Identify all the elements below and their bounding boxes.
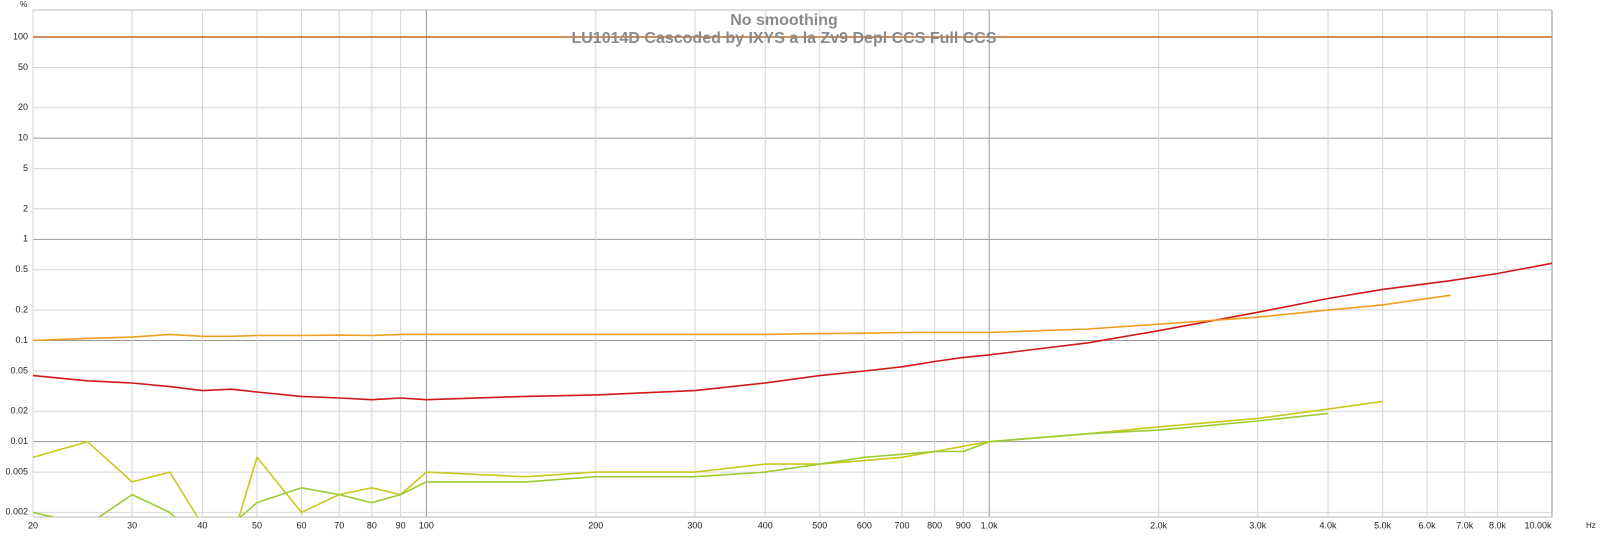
x-tick-label: 5.0k <box>1374 520 1392 530</box>
x-tick-label: 300 <box>687 520 702 530</box>
y-tick-label: 1 <box>23 234 28 244</box>
x-tick-label: 600 <box>857 520 872 530</box>
y-tick-label: 0.005 <box>5 466 28 476</box>
x-tick-label: 700 <box>894 520 909 530</box>
x-tick-label: 1.0k <box>981 520 999 530</box>
x-tick-label: 20 <box>28 520 38 530</box>
series-line <box>33 294 1451 342</box>
x-tick-label: 60 <box>297 520 307 530</box>
y-tick-label: 0.02 <box>10 406 28 416</box>
series <box>33 36 1552 517</box>
x-tick-label: 2.0k <box>1150 520 1168 530</box>
series-line <box>33 262 1552 401</box>
x-tick-label: 100 <box>419 520 434 530</box>
grid <box>32 10 1553 517</box>
x-unit: Hz <box>1586 521 1596 530</box>
x-tick-label: 90 <box>396 520 406 530</box>
y-tick-label: 5 <box>23 163 28 173</box>
x-tick-label: 8.0k <box>1489 520 1507 530</box>
series-line <box>33 412 1329 517</box>
x-tick-label: 30 <box>127 520 137 530</box>
x-tick-label: 500 <box>812 520 827 530</box>
x-tick-label: 40 <box>197 520 207 530</box>
y-tick-label: 100 <box>13 31 28 41</box>
x-tick-label: 70 <box>334 520 344 530</box>
x-tick-label: 900 <box>956 520 971 530</box>
y-tick-label: 0.01 <box>10 436 28 446</box>
x-tick-label: 50 <box>252 520 262 530</box>
y-tick-label: 0.2 <box>15 304 28 314</box>
chart-title: No smoothing <box>730 12 838 29</box>
y-tick-label: 0.05 <box>10 365 28 375</box>
plot-area <box>32 9 1553 518</box>
y-unit: % <box>20 0 27 9</box>
x-tick-label: 7.0k <box>1456 520 1474 530</box>
y-tick-label: 2 <box>23 203 28 213</box>
x-tick-label: 400 <box>758 520 773 530</box>
y-tick-label: 10 <box>18 133 28 143</box>
y-tick-label: 0.002 <box>5 507 28 517</box>
x-tick-label: 3.0k <box>1249 520 1267 530</box>
x-tick-label: 200 <box>588 520 603 530</box>
x-tick-label: 800 <box>927 520 942 530</box>
x-tick-label: 80 <box>367 520 377 530</box>
x-tick-label: 10.00k <box>1524 520 1552 530</box>
y-tick-label: 50 <box>18 62 28 72</box>
x-tick-label: 6.0k <box>1419 520 1437 530</box>
y-tick-label: 20 <box>18 102 28 112</box>
chart-subtitle: LU1014D Cascoded by IXYS a la Zv9 Depl C… <box>571 30 996 47</box>
y-tick-label: 0.5 <box>15 264 28 274</box>
y-tick-label: 0.1 <box>15 335 28 345</box>
x-tick-label: 4.0k <box>1320 520 1338 530</box>
